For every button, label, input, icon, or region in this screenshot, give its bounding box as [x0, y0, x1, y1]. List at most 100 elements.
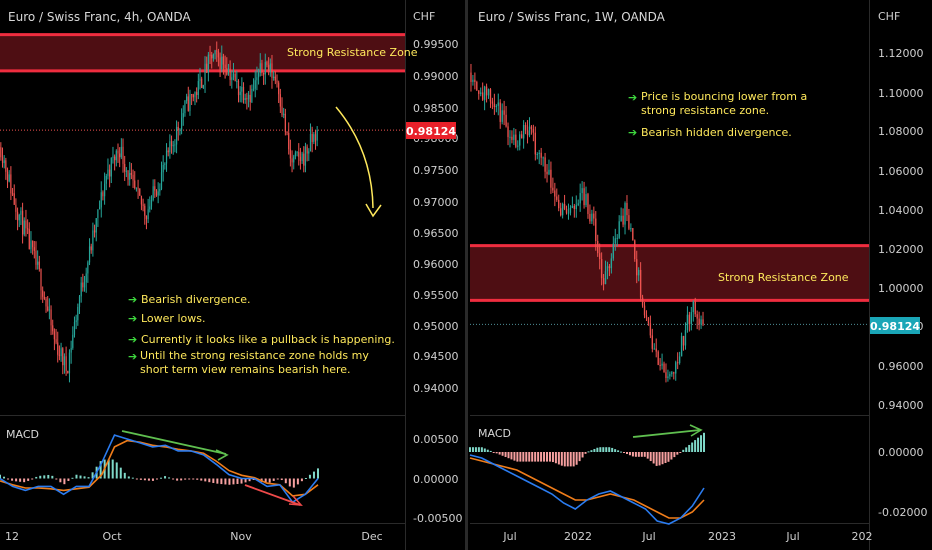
macd-histogram-bar — [543, 452, 546, 462]
candle-body — [509, 136, 511, 138]
candle-body — [608, 266, 611, 269]
candle-body — [109, 169, 111, 177]
candle-body — [216, 50, 218, 52]
drawings — [121, 106, 703, 506]
candle-body — [497, 102, 499, 106]
candle-body — [513, 134, 515, 140]
macd-histogram-bar — [15, 478, 18, 482]
macd-histogram-bar — [602, 447, 605, 452]
candle-body — [62, 348, 64, 366]
candle-body — [129, 173, 131, 180]
macd-histogram-bar — [188, 478, 191, 480]
candle-body — [266, 62, 268, 66]
macd-histogram-bar — [151, 478, 154, 481]
candle-body — [628, 215, 630, 229]
left-time-axis[interactable]: 12 Oct Nov Dec — [5, 530, 383, 543]
price-tick-label: 0.97500 — [413, 164, 459, 177]
candle-body — [157, 191, 159, 196]
candle-body — [585, 194, 587, 206]
price-tick-label: 0.94000 — [413, 382, 459, 395]
candle-body — [42, 290, 44, 297]
macd-histogram-bar — [471, 447, 474, 452]
candle-body — [274, 76, 276, 81]
left-resistance-zone[interactable] — [0, 33, 405, 131]
candle-body — [273, 76, 275, 79]
candle-body — [1, 157, 4, 164]
candle-body — [678, 356, 681, 363]
candle-body — [207, 54, 209, 73]
forecast-arrow-curve — [335, 106, 374, 209]
candle-body — [11, 193, 14, 195]
left-bearish-divergence-line — [121, 430, 227, 455]
candle-body — [145, 215, 148, 220]
candle-body — [191, 94, 193, 96]
candle-body — [226, 68, 228, 75]
candle-body — [284, 113, 286, 132]
candle-body — [119, 153, 121, 158]
candle-body — [83, 282, 86, 288]
candle-body — [532, 129, 535, 133]
macd-histogram-bar — [43, 475, 46, 479]
candle-body — [224, 64, 226, 69]
candle-body — [702, 319, 704, 325]
candle-body — [80, 282, 82, 297]
candle-body — [694, 301, 696, 315]
macd-histogram-bar — [296, 478, 299, 485]
right-resistance-zone[interactable] — [470, 244, 869, 325]
macd-histogram-bar — [637, 452, 640, 457]
candle-body — [257, 72, 260, 78]
macd-histogram-bar — [682, 449, 685, 452]
macd-histogram-bar — [469, 447, 471, 452]
macd-histogram-bar — [232, 478, 235, 485]
macd-histogram-bar — [196, 478, 199, 480]
macd-histogram-bar — [0, 474, 1, 479]
candle-body — [3, 160, 5, 164]
price-tick-label: 0.99000 — [413, 70, 459, 83]
candle-body — [575, 204, 577, 210]
macd-histogram-bar — [119, 467, 122, 479]
arrow-icon: ➔ — [628, 126, 637, 139]
candle-body — [154, 186, 156, 191]
candle-body — [232, 73, 235, 78]
candle-body — [598, 253, 601, 259]
macd-histogram-bar — [513, 452, 516, 461]
candle-body — [680, 336, 683, 357]
candle-body — [643, 305, 646, 316]
macd-histogram-bar — [501, 452, 504, 456]
candle-body — [665, 372, 667, 379]
price-tick-label: 0.95000 — [413, 320, 459, 333]
candle-body — [637, 269, 640, 276]
candle-body — [470, 72, 472, 82]
candle-body — [73, 322, 76, 335]
macd-histogram-bar — [131, 477, 134, 479]
macd-histogram-bar — [184, 478, 187, 480]
macd-tick-label: 0.00000 — [413, 473, 459, 486]
macd-histogram-bar — [147, 478, 150, 481]
candle-body — [150, 199, 153, 207]
right-divergence-arrowhead — [689, 424, 703, 437]
macd-histogram-bar — [3, 476, 6, 479]
macd-histogram-bar — [646, 452, 649, 459]
candle-body — [556, 196, 558, 200]
macd-histogram-bar — [525, 452, 528, 462]
macd-histogram-bar — [59, 478, 62, 483]
macd-histogram-bar — [691, 442, 694, 452]
left-price-axis[interactable]: 0.995000.990000.985000.980000.975000.970… — [413, 38, 462, 525]
candle-body — [55, 339, 57, 343]
right-time-axis[interactable]: Jul 2022 Jul 2023 Jul 202 — [502, 530, 872, 543]
candle-body — [212, 54, 214, 59]
macd-histogram-bar — [516, 452, 519, 462]
right-price-axis[interactable]: 1.12000 1.10000 1.08000 1.06000 1.04000 1.020… — [878, 47, 927, 519]
left-macd-pane — [0, 434, 319, 504]
macd-histogram-bar — [498, 452, 501, 455]
macd-histogram-bar — [35, 476, 38, 479]
macd-histogram-bar — [288, 478, 291, 487]
candle-body — [647, 317, 650, 324]
macd-histogram-bar — [510, 452, 513, 460]
candle-body — [589, 213, 591, 222]
candle-body — [187, 96, 189, 111]
candle-body — [144, 205, 146, 216]
macd-histogram-bar — [31, 478, 34, 480]
